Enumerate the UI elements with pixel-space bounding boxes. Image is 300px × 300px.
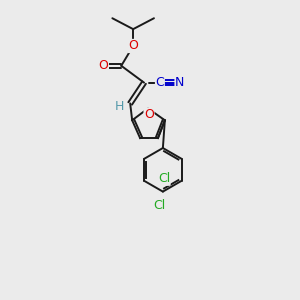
Text: O: O — [128, 40, 138, 52]
Text: O: O — [98, 59, 108, 72]
Text: C: C — [155, 76, 164, 89]
Text: Cl: Cl — [158, 172, 170, 185]
Text: O: O — [144, 108, 154, 121]
Text: Cl: Cl — [153, 199, 165, 212]
Text: N: N — [175, 76, 184, 89]
Text: H: H — [115, 100, 124, 113]
